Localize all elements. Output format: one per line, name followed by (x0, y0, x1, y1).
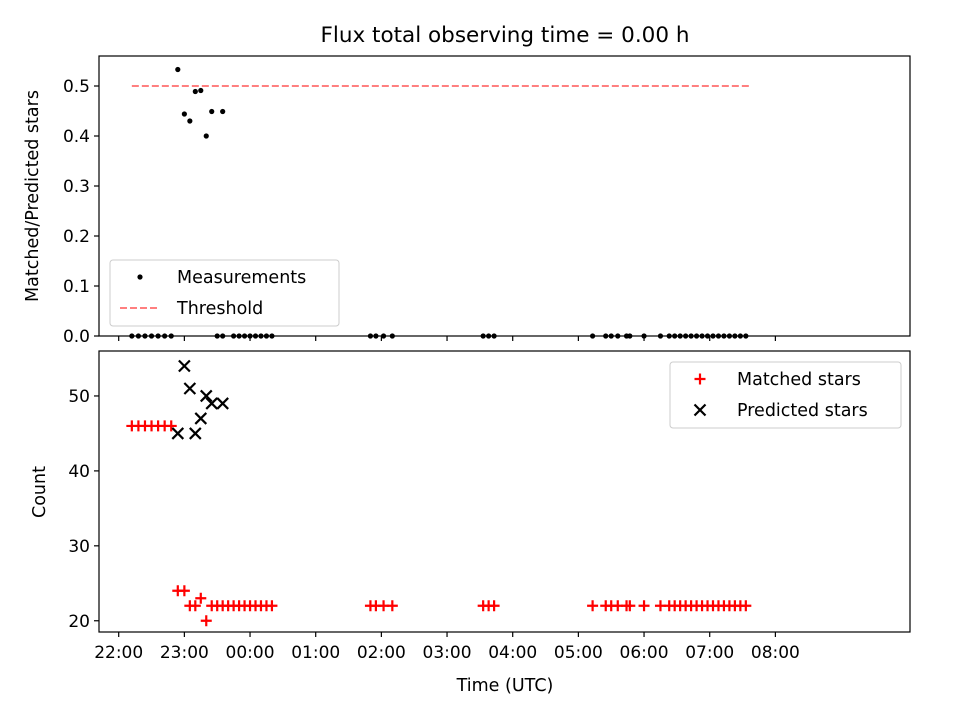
legend-label: Predicted stars (737, 401, 868, 421)
y-tick-label: 0.0 (63, 327, 90, 347)
predicted-star-point (189, 427, 202, 440)
x-tick-label: 08:00 (751, 643, 800, 663)
axes-frame (98, 55, 911, 337)
matched-star-point (195, 592, 207, 604)
legend-label: Measurements (177, 268, 306, 288)
bottom-y-axis-label: Count (30, 466, 50, 518)
x-tick-label: 22:00 (94, 643, 143, 663)
y-tick-label: 40 (68, 462, 90, 482)
series-matched-stars (126, 420, 752, 627)
x-tick-label: 06:00 (620, 643, 669, 663)
y-tick-label: 30 (68, 537, 90, 557)
top-axes: Matched/Predicted stars 0.0 0.1 0.2 0.3 0.4 0… (23, 55, 911, 347)
matched-star-point (488, 600, 500, 612)
predicted-star-point (205, 397, 219, 410)
legend-box (669, 361, 902, 429)
matched-star-point (178, 585, 190, 597)
y-tick-label: 0.2 (63, 227, 90, 247)
matched-star-point (740, 600, 752, 612)
x-tick-label: 03:00 (423, 643, 472, 663)
x-tick-label: 04:00 (488, 643, 537, 663)
predicted-star-point (693, 403, 707, 417)
top-y-axis-label: Matched/Predicted stars (23, 90, 43, 302)
y-tick-label: 0.4 (63, 127, 90, 147)
predicted-star-point (171, 427, 185, 440)
matched-star-point (386, 600, 398, 612)
y-tick-label: 0.3 (63, 177, 90, 197)
matched-star-point (189, 600, 201, 612)
matched-star-point (200, 615, 212, 627)
x-tick-label: 07:00 (685, 643, 734, 663)
predicted-star-point (199, 389, 213, 403)
matched-star-point (587, 600, 599, 612)
measurement-point (220, 108, 226, 115)
matched-star-point (624, 600, 636, 612)
x-tick-label: 05:00 (554, 643, 603, 663)
series-predicted-stars (171, 359, 229, 440)
x-tick-label: 00:00 (226, 643, 275, 663)
predicted-star-point (183, 382, 197, 395)
figure-title: Flux total observing time = 0.00 h (321, 23, 690, 48)
y-tick-label: 0.5 (63, 77, 90, 97)
legend-label: Threshold (176, 299, 263, 319)
legend-box (109, 259, 340, 327)
measurement-point (187, 118, 193, 124)
measurement-point (181, 111, 187, 117)
measurement-point (192, 88, 198, 95)
x-tick-label: 23:00 (160, 643, 209, 663)
axes-frame (98, 350, 911, 633)
x-axis-label: Time (UTC) (456, 676, 554, 696)
x-tick-label: 01:00 (291, 643, 340, 663)
y-tick-label: 50 (68, 387, 90, 407)
bottom-axes: Count 20 30 40 50 22:00 23:00 00:00 01:00 02:00 0… (30, 350, 911, 663)
matched-star-point (165, 420, 177, 432)
x-tick-label: 02:00 (357, 643, 406, 663)
measurement-point (137, 274, 143, 280)
matched-star-point (638, 600, 650, 612)
measurement-point (198, 87, 204, 94)
legend: Measurements Threshold (109, 259, 340, 327)
y-tick-label: 20 (68, 612, 90, 632)
predicted-star-point (178, 359, 191, 373)
measurement-point (203, 133, 209, 139)
legend: Matched stars Predicted stars (669, 361, 902, 429)
matched-star-point (266, 600, 278, 612)
legend-label: Matched stars (737, 370, 861, 390)
predicted-star-point (216, 397, 229, 410)
y-tick-label: 0.1 (63, 277, 90, 297)
matched-star-point (694, 373, 706, 385)
predicted-star-point (194, 412, 208, 425)
measurement-point (209, 108, 215, 115)
measurement-point (175, 66, 181, 73)
